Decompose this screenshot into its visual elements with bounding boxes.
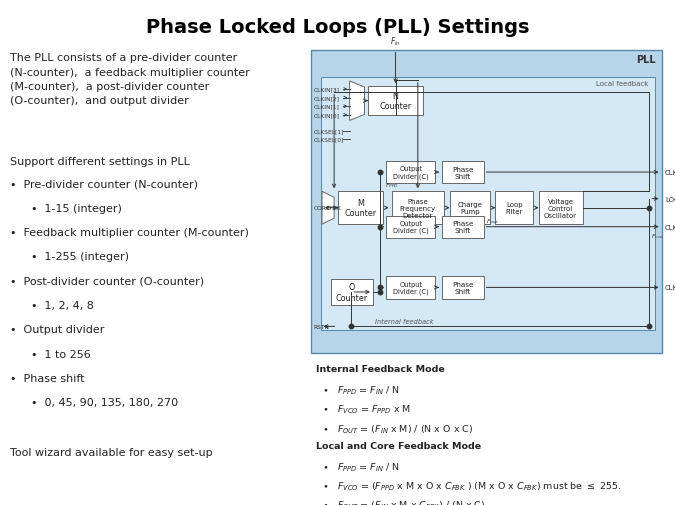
Text: •  Feedback multiplier counter (M-counter): • Feedback multiplier counter (M-counter… xyxy=(10,228,249,238)
Text: •  1-15 (integer): • 1-15 (integer) xyxy=(10,204,122,214)
Text: $\bullet$   $F_{VCO}$ = ($F_{PPD}$ x M x O x $C_{FBK}$ ) (M x O x $C_{FBK}$) mus: $\bullet$ $F_{VCO}$ = ($F_{PPD}$ x M x O… xyxy=(316,480,622,492)
FancyBboxPatch shape xyxy=(539,192,583,225)
FancyBboxPatch shape xyxy=(386,277,435,299)
Text: CLKIN[2]: CLKIN[2] xyxy=(313,96,340,101)
Text: COREFBK: COREFBK xyxy=(313,206,341,211)
Polygon shape xyxy=(322,192,334,225)
FancyBboxPatch shape xyxy=(441,277,483,299)
Text: CLKOUT1: CLKOUT1 xyxy=(665,224,675,230)
Text: Output
Divider (C): Output Divider (C) xyxy=(393,166,429,179)
Text: •  Output divider: • Output divider xyxy=(10,325,105,335)
Text: Phase
Shift: Phase Shift xyxy=(452,281,473,294)
FancyBboxPatch shape xyxy=(386,162,435,184)
Text: PLL: PLL xyxy=(637,55,656,65)
Text: Phase
Shift: Phase Shift xyxy=(452,221,473,234)
Text: $\bullet$   $F_{PPD}$ = $F_{IN}$ / N: $\bullet$ $F_{PPD}$ = $F_{IN}$ / N xyxy=(316,461,400,473)
Text: O
Counter: O Counter xyxy=(336,283,368,302)
Text: Output
Divider (C): Output Divider (C) xyxy=(393,221,429,234)
Text: CLKOUT2: CLKOUT2 xyxy=(665,285,675,291)
Text: Support different settings in PLL: Support different settings in PLL xyxy=(10,157,190,167)
Text: Loop
Filter: Loop Filter xyxy=(506,202,523,215)
Text: RSTN: RSTN xyxy=(313,324,329,329)
Text: N
Counter: N Counter xyxy=(379,92,412,111)
Text: Internal Feedback Mode: Internal Feedback Mode xyxy=(316,365,445,374)
Text: CLKSEL[0]: CLKSEL[0] xyxy=(313,137,344,142)
Text: Local and Core Feedback Mode: Local and Core Feedback Mode xyxy=(316,441,481,450)
FancyBboxPatch shape xyxy=(338,192,383,225)
Text: $\bullet$   $F_{OUT}$ = ($F_{IN}$ x M) / (N x O x C): $\bullet$ $F_{OUT}$ = ($F_{IN}$ x M) / (… xyxy=(316,422,473,435)
Text: •  1-255 (integer): • 1-255 (integer) xyxy=(10,252,129,262)
Text: •  Pre-divider counter (N-counter): • Pre-divider counter (N-counter) xyxy=(10,179,198,189)
Text: Voltage
Control
Oscillator: Voltage Control Oscillator xyxy=(544,198,577,218)
Text: $\bullet$   $F_{PPD}$ = $F_{IN}$ / N: $\bullet$ $F_{PPD}$ = $F_{IN}$ / N xyxy=(316,384,400,396)
Polygon shape xyxy=(350,82,365,121)
Text: Tool wizard available for easy set-up: Tool wizard available for easy set-up xyxy=(10,447,213,457)
Text: $\bullet$   $F_{OUT}$ = ($F_{IN}$ x M x $C_{FBK}$) / (N x C): $\bullet$ $F_{OUT}$ = ($F_{IN}$ x M x $C… xyxy=(316,499,485,505)
FancyBboxPatch shape xyxy=(450,192,490,225)
Text: Phase
Frequency
Detector: Phase Frequency Detector xyxy=(400,198,436,218)
Text: Local feedback: Local feedback xyxy=(595,81,648,87)
Text: •  1, 2, 4, 8: • 1, 2, 4, 8 xyxy=(10,300,94,311)
Text: The PLL consists of a pre-divider counter
(N-counter),  a feedback multiplier co: The PLL consists of a pre-divider counte… xyxy=(10,53,250,106)
Text: Phase
Shift: Phase Shift xyxy=(452,166,473,179)
Text: Phase Locked Loops (PLL) Settings: Phase Locked Loops (PLL) Settings xyxy=(146,18,529,37)
Text: CLKSEL[1]: CLKSEL[1] xyxy=(313,129,344,134)
FancyBboxPatch shape xyxy=(495,192,533,225)
FancyBboxPatch shape xyxy=(441,216,483,238)
Text: •  1 to 256: • 1 to 256 xyxy=(10,349,91,359)
Text: CLKIN[1]: CLKIN[1] xyxy=(313,105,339,110)
Text: $F_{PFD}$: $F_{PFD}$ xyxy=(385,181,400,190)
FancyBboxPatch shape xyxy=(392,192,444,225)
FancyBboxPatch shape xyxy=(310,50,662,354)
Text: CLKIN[0]: CLKIN[0] xyxy=(313,113,340,118)
Text: $F_{in}$: $F_{in}$ xyxy=(390,35,401,48)
FancyBboxPatch shape xyxy=(441,162,483,184)
Text: •  Phase shift: • Phase shift xyxy=(10,373,84,383)
FancyBboxPatch shape xyxy=(331,279,373,306)
FancyBboxPatch shape xyxy=(386,216,435,238)
Text: Internal feedback: Internal feedback xyxy=(375,318,433,324)
Text: $F_{out}$: $F_{out}$ xyxy=(485,217,498,226)
Text: M
Counter: M Counter xyxy=(344,198,377,218)
Text: LOCKED: LOCKED xyxy=(665,196,675,202)
Text: CLKOUT0: CLKOUT0 xyxy=(665,170,675,176)
Text: Output
Divider (C): Output Divider (C) xyxy=(393,281,429,294)
FancyBboxPatch shape xyxy=(321,78,655,331)
Text: $\bullet$   $F_{VCO}$ = $F_{PPD}$ x M: $\bullet$ $F_{VCO}$ = $F_{PPD}$ x M xyxy=(316,403,411,416)
Text: Charge
Pump: Charge Pump xyxy=(458,202,482,215)
FancyBboxPatch shape xyxy=(368,87,423,116)
Text: •  Post-divider counter (O-counter): • Post-divider counter (O-counter) xyxy=(10,276,205,286)
Text: CLKIN[3]: CLKIN[3] xyxy=(313,87,340,92)
Text: •  0, 45, 90, 135, 180, 270: • 0, 45, 90, 135, 180, 270 xyxy=(10,397,178,408)
Text: $F_{vco}$: $F_{vco}$ xyxy=(651,231,664,240)
